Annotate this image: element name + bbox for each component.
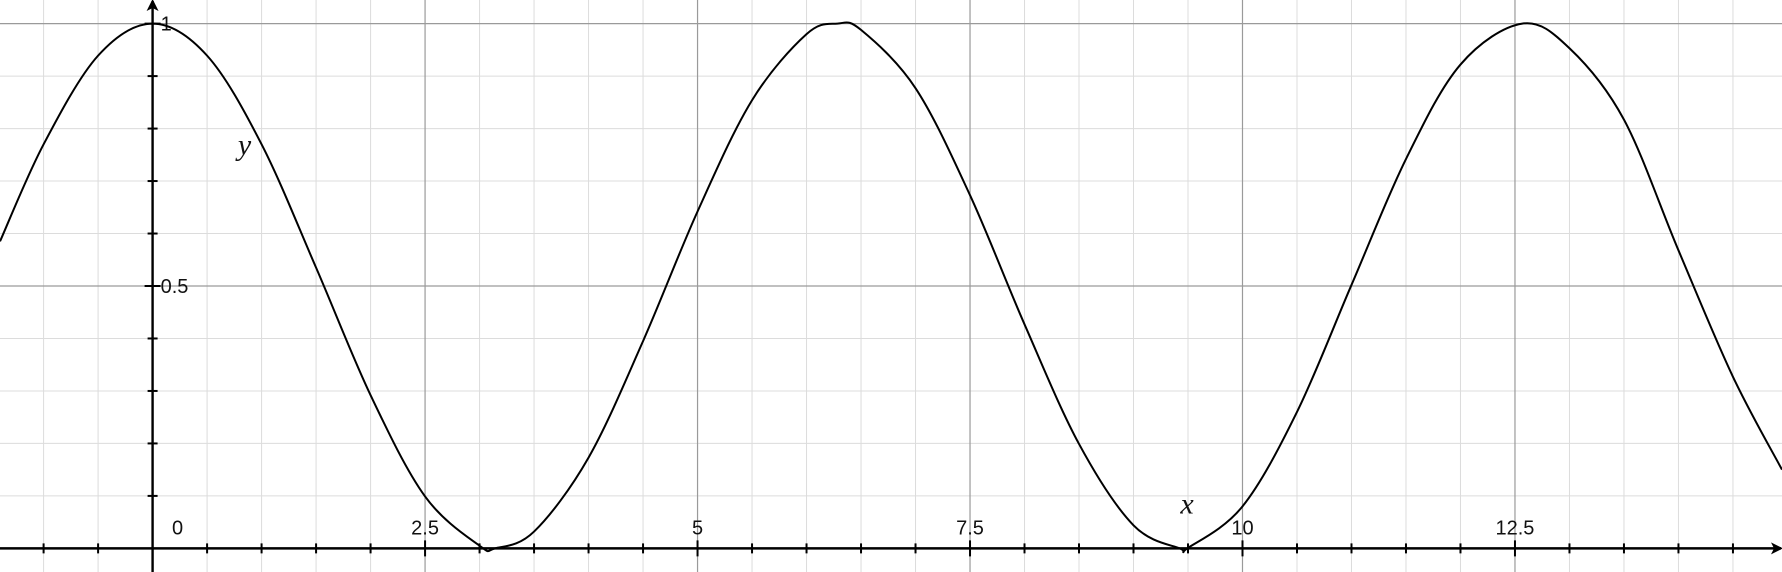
y-axis-label: y <box>235 128 252 161</box>
x-axis-label: x <box>1179 487 1194 520</box>
tick-marks <box>42 22 1734 557</box>
x-tick-label: 12.5 <box>1496 517 1535 539</box>
y-tick-label: 1 <box>161 14 172 36</box>
x-tick-label: 0 <box>172 517 183 539</box>
x-tick-label: 2.5 <box>411 517 439 539</box>
x-tick-label: 10 <box>1231 517 1253 539</box>
data-curve <box>0 21 1782 554</box>
tick-labels: 0 2.5 5 7.5 10 12.5 0.5 1 <box>161 14 1535 540</box>
y-tick-label: 0.5 <box>161 276 189 298</box>
x-tick-label: 5 <box>692 517 703 539</box>
x-tick-label: 7.5 <box>956 517 984 539</box>
